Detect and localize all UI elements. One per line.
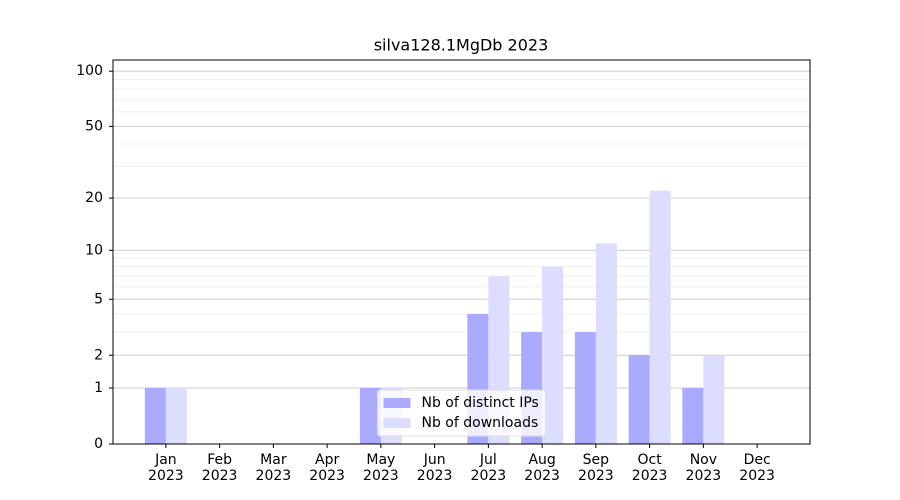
legend-label: Nb of distinct IPs [422, 395, 539, 411]
legend-swatch [383, 418, 411, 428]
y-tick-label: 50 [85, 118, 103, 134]
x-tick-label: Aug 2023 [524, 452, 560, 484]
x-tick-label: Oct 2023 [631, 452, 668, 484]
y-tick-label: 10 [85, 242, 103, 258]
bar [542, 266, 564, 444]
y-tick-label: 5 [94, 291, 103, 307]
y-tick-label: 0 [94, 436, 103, 452]
bar [649, 190, 671, 444]
bar [628, 355, 650, 444]
chart-title: silva128.1MgDb 2023 [374, 36, 549, 55]
x-tick-label: Feb 2023 [201, 452, 238, 484]
legend-swatch [383, 398, 411, 408]
legend: Nb of distinct IPs Nb of downloads [377, 389, 546, 437]
y-tick-label: 100 [76, 63, 103, 79]
bar [165, 388, 187, 444]
y-tick-label: 1 [94, 380, 103, 396]
bar [595, 243, 617, 444]
bar [574, 332, 596, 444]
x-tick-label: Jun 2023 [416, 452, 453, 484]
x-tick-label: Mar 2023 [255, 452, 292, 484]
x-tick-label: Sep 2023 [578, 452, 614, 484]
x-tick-label: Dec 2023 [739, 452, 775, 484]
x-tick-label: Jul 2023 [470, 452, 507, 484]
bar [144, 388, 166, 444]
x-tick-label: Jan 2023 [148, 452, 184, 484]
bar [359, 388, 381, 444]
x-tick-label: Apr 2023 [309, 452, 345, 484]
x-tick-label: Nov 2023 [685, 452, 722, 484]
legend-label: Nb of downloads [422, 415, 539, 431]
bar [703, 355, 725, 444]
plot-frame [112, 59, 811, 445]
bar [682, 388, 704, 444]
y-tick-label: 20 [85, 190, 103, 206]
legend-box [377, 389, 546, 437]
x-tick-label: May 2023 [363, 452, 399, 484]
y-tick-label: 2 [94, 347, 103, 363]
